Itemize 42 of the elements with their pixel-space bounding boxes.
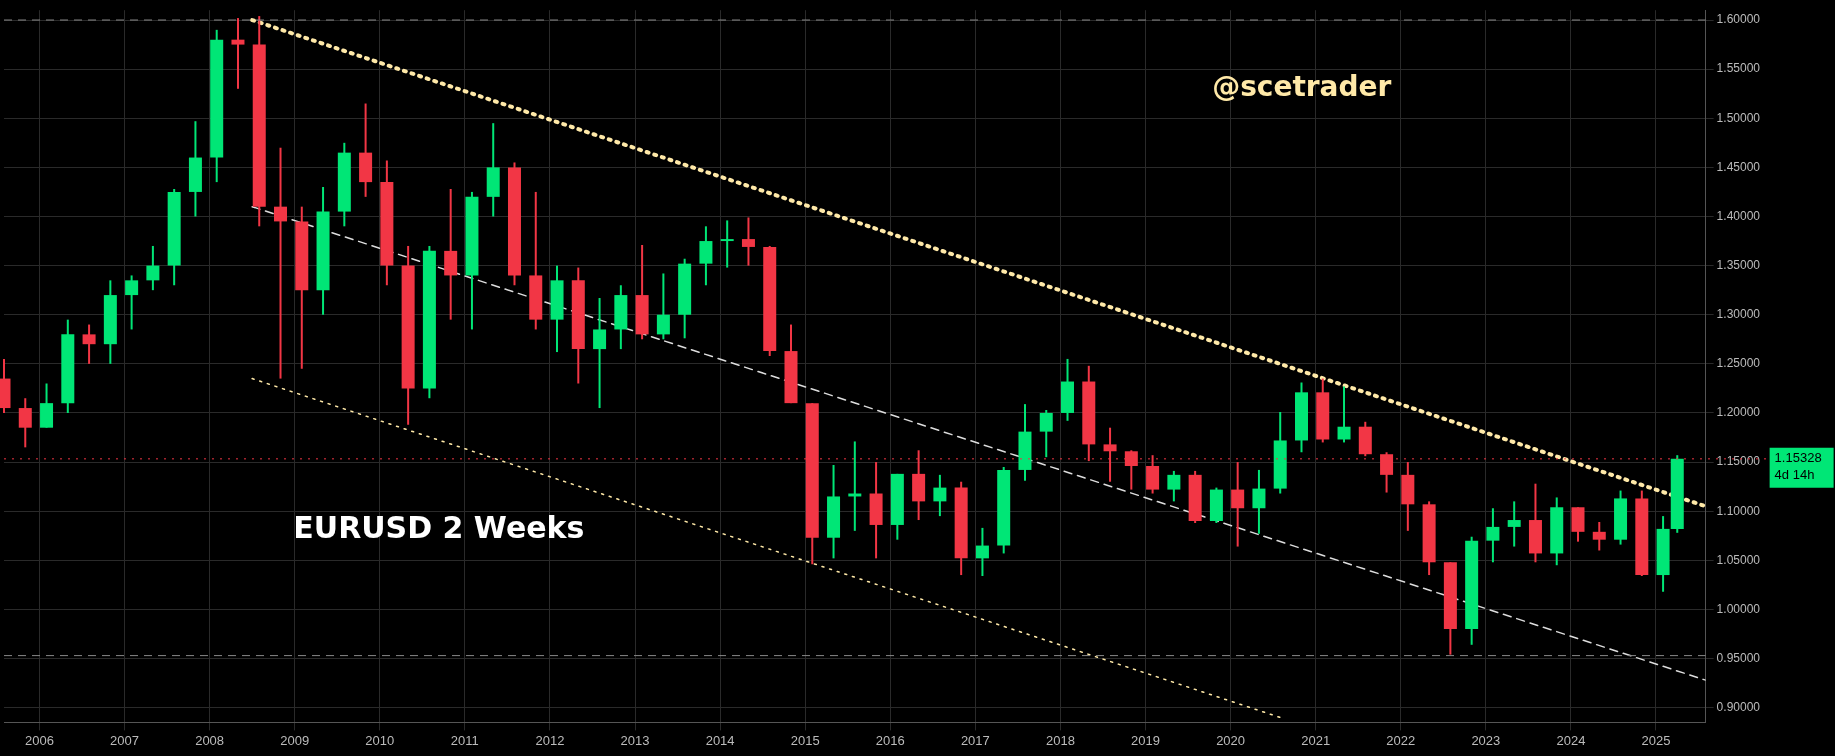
candlestick <box>720 220 734 268</box>
x-tick-label: 2015 <box>790 732 820 748</box>
y-tick-label: 1.10000 <box>1716 503 1761 518</box>
x-tick-label: 2012 <box>535 732 565 748</box>
y-tick-label: 1.30000 <box>1716 307 1761 322</box>
x-tick-label: 2014 <box>705 732 735 748</box>
y-tick-label: 1.50000 <box>1716 110 1761 125</box>
x-tick-label: 2011 <box>450 732 479 748</box>
x-tick-label: 2010 <box>365 732 395 748</box>
x-tick-label: 2019 <box>1131 732 1160 748</box>
y-tick-label: 1.15000 <box>1716 454 1761 469</box>
candlestick <box>231 18 245 89</box>
y-tick-label: 1.60000 <box>1716 12 1761 27</box>
y-tick-label: 1.25000 <box>1716 356 1761 371</box>
y-tick-label: 1.00000 <box>1716 601 1761 616</box>
x-tick-label: 2017 <box>960 732 990 748</box>
annotation: EURUSD 2 Weeks <box>293 509 585 545</box>
y-tick-label: 0.90000 <box>1716 699 1761 714</box>
y-tick-label: 1.20000 <box>1716 405 1761 420</box>
ref-line-label: 1.15328 <box>1774 450 1822 466</box>
x-tick-label: 2021 <box>1301 732 1331 748</box>
annotation: @scetrader <box>1212 69 1392 103</box>
y-tick-label: 1.40000 <box>1716 208 1761 223</box>
y-tick-label: 0.95000 <box>1716 650 1761 665</box>
x-tick-label: 2006 <box>24 732 54 748</box>
y-tick-label: 1.05000 <box>1716 552 1761 567</box>
x-tick-label: 2025 <box>1641 732 1671 748</box>
x-tick-label: 2009 <box>280 732 310 748</box>
y-tick-label: 1.35000 <box>1716 257 1761 272</box>
candlestick <box>274 147 288 379</box>
y-tick-label: 1.45000 <box>1716 159 1761 174</box>
text: 4d 14h <box>1774 467 1815 483</box>
x-tick-label: 2007 <box>110 732 139 748</box>
x-tick-label: 2023 <box>1471 732 1501 748</box>
x-tick-label: 2022 <box>1386 732 1416 748</box>
x-tick-label: 2020 <box>1216 732 1246 748</box>
x-tick-label: 2024 <box>1556 732 1586 748</box>
y-tick-label: 1.55000 <box>1716 61 1761 76</box>
x-tick-label: 2008 <box>195 732 225 748</box>
x-tick-label: 2016 <box>875 732 905 748</box>
x-tick-label: 2018 <box>1045 732 1075 748</box>
x-tick-label: 2013 <box>620 732 650 748</box>
